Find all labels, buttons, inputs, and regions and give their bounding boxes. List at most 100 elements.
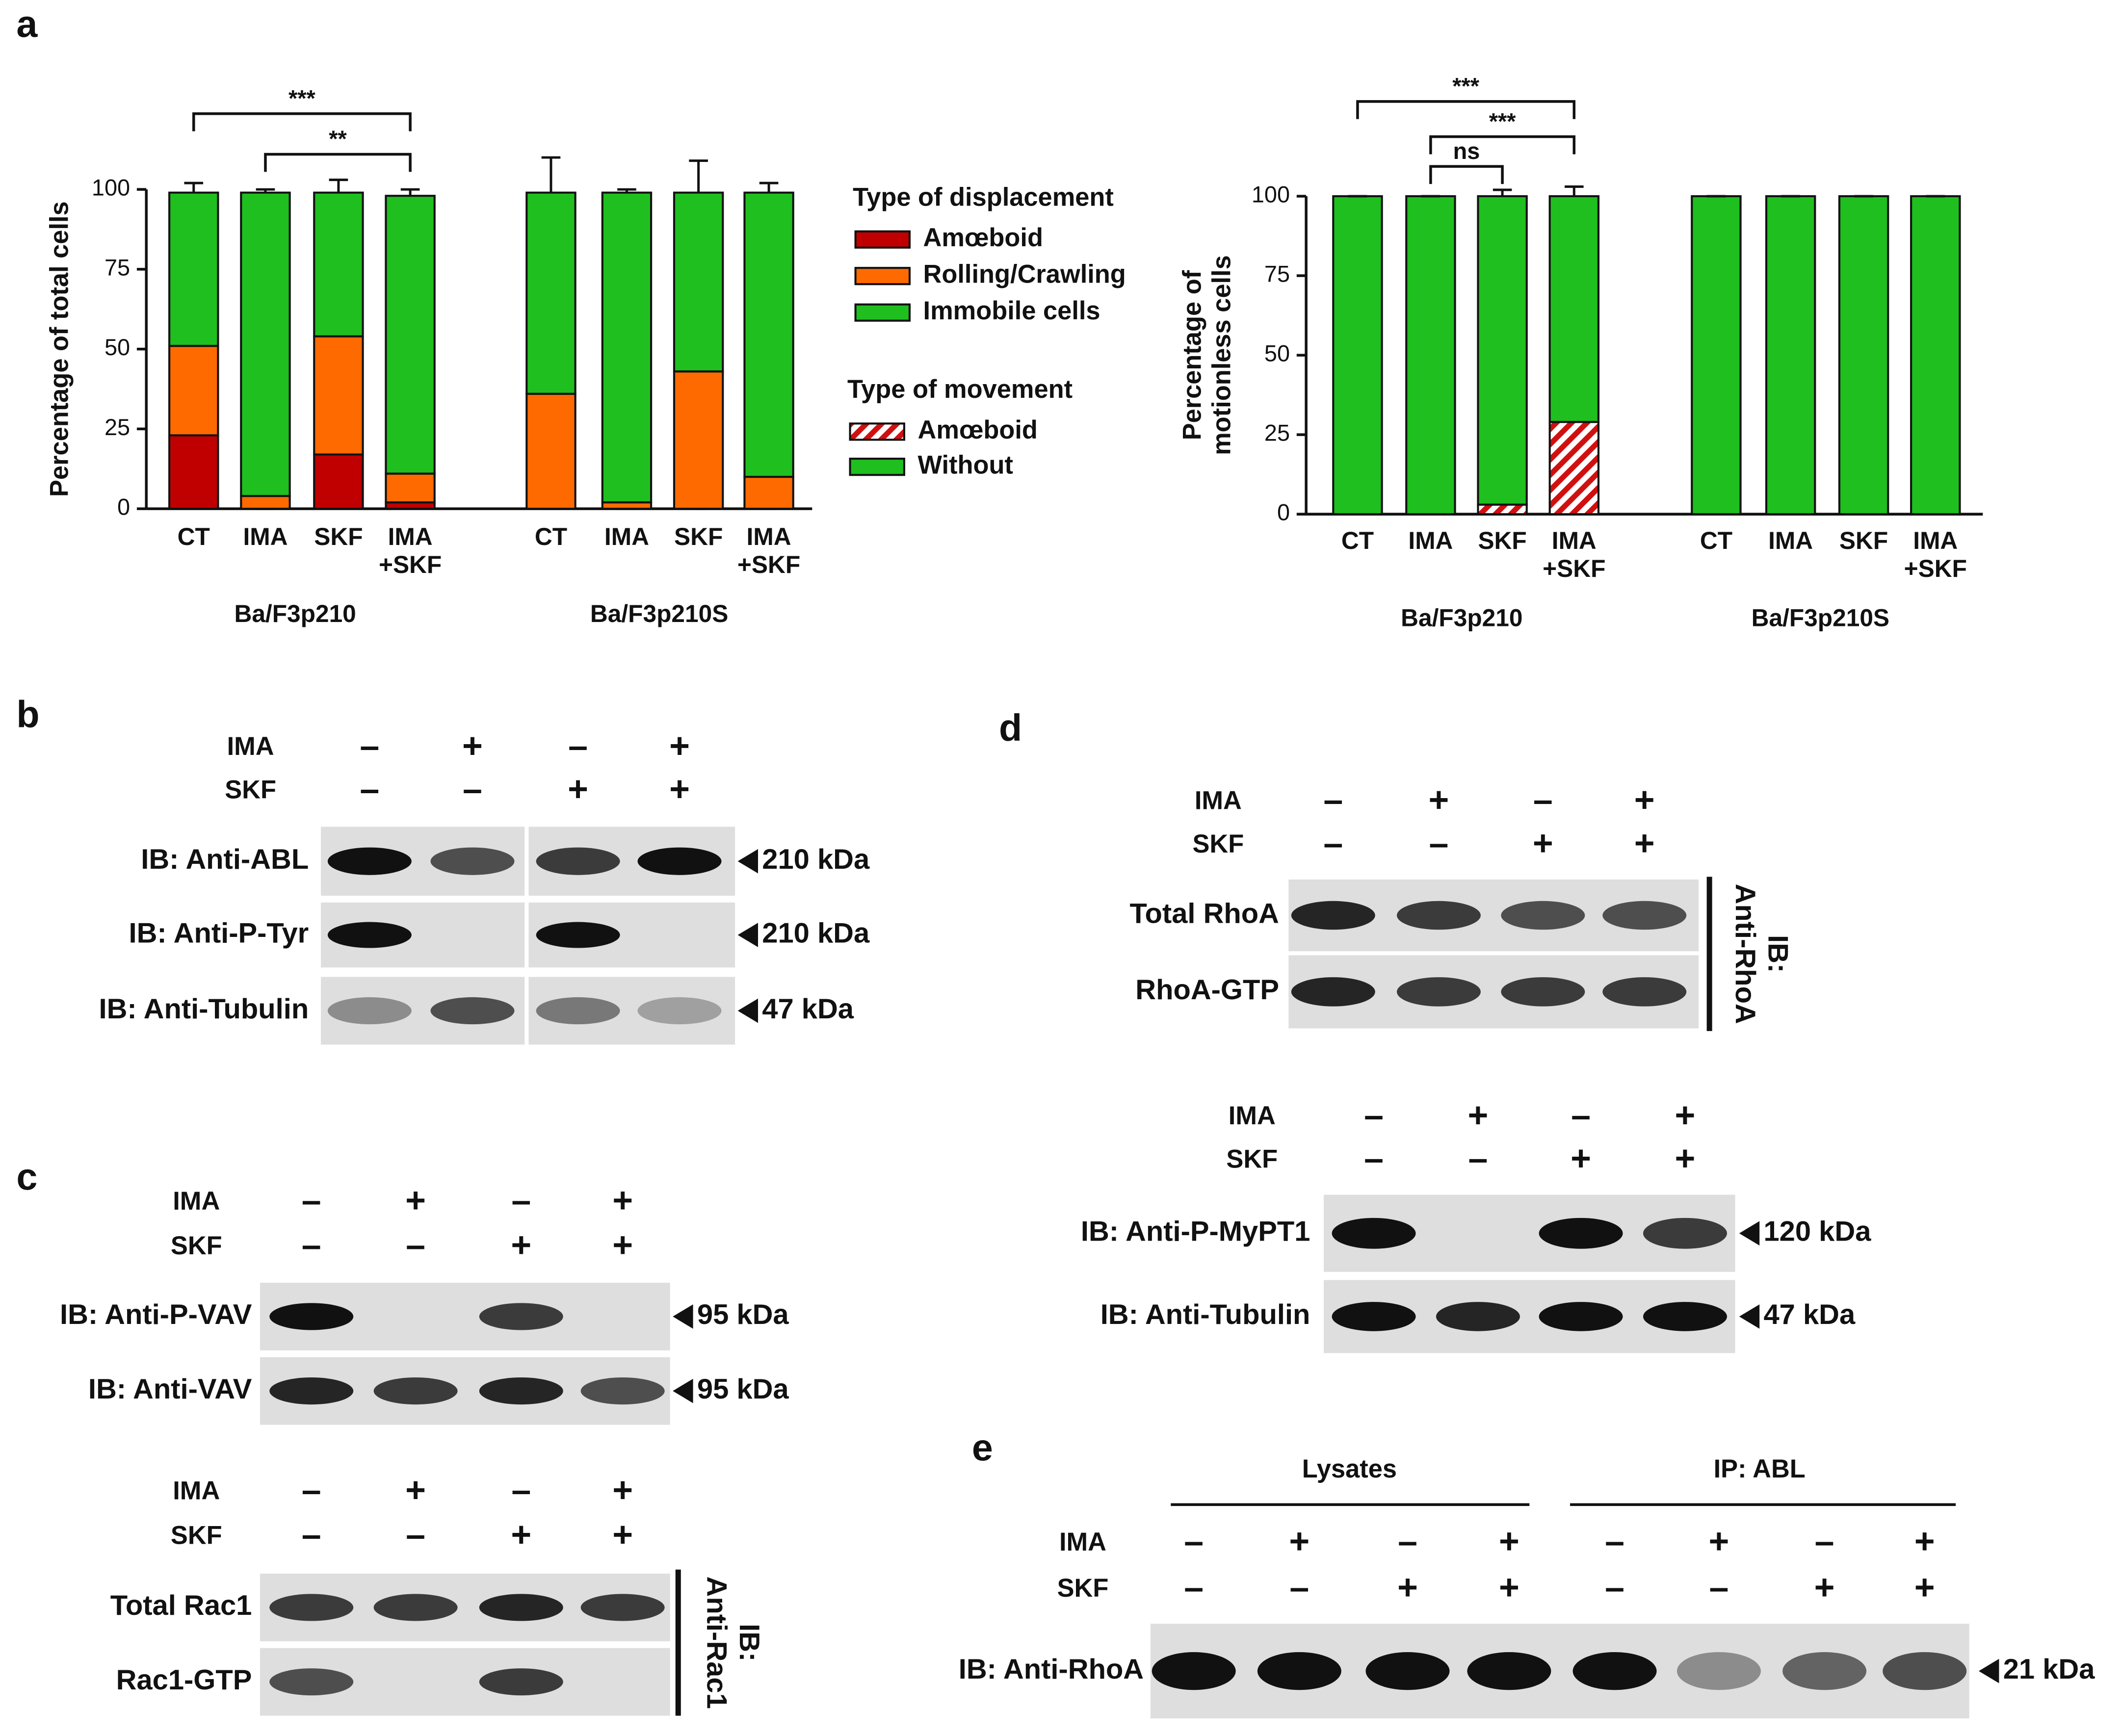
legend-title: Type of movement: [847, 375, 1073, 404]
x-tick-label: CT: [1341, 527, 1374, 554]
treatment-sign: +: [1634, 824, 1655, 863]
error-bar: [400, 188, 420, 196]
side-label: IB:Anti-RhoA: [1729, 884, 1794, 1024]
blot-band: [1332, 1302, 1416, 1331]
y-tick-label: 25: [105, 415, 130, 440]
x-tick-label: IMA: [1768, 527, 1813, 554]
blot-band: [580, 1377, 665, 1405]
blot-band: [1332, 1218, 1416, 1249]
treatment-sign: +: [511, 1225, 531, 1265]
treatment-sign: –: [1184, 1522, 1204, 1561]
blot-band: [269, 1303, 354, 1330]
size-arrow: [737, 998, 759, 1023]
error-bar: [1564, 185, 1584, 196]
treatment-sign: +: [1709, 1522, 1729, 1561]
treatment-sign: +: [1814, 1568, 1835, 1607]
blot-row-label: IB: Anti-ABL: [141, 844, 309, 875]
bar-segment: [1548, 195, 1600, 423]
treatment-label: IMA: [1229, 1102, 1276, 1130]
group-label: Ba/F3p210: [234, 600, 356, 627]
blot-band: [1883, 1652, 1967, 1690]
bar-segment: [168, 434, 219, 510]
bar-segment: [743, 475, 794, 510]
bar-segment: [1477, 195, 1528, 506]
treatment-label: IMA: [173, 1187, 220, 1216]
treatment-sign: –: [511, 1470, 531, 1509]
treatment-sign: –: [1289, 1568, 1309, 1607]
treatment-sign: +: [1571, 1139, 1591, 1178]
blot-band: [1539, 1302, 1623, 1331]
treatment-sign: +: [669, 770, 690, 809]
blot-band: [1257, 1652, 1341, 1690]
size-arrow: [737, 849, 759, 874]
group-label: Ba/F3p210S: [1752, 604, 1889, 631]
blot-band: [1602, 901, 1687, 930]
blot-band: [479, 1668, 563, 1696]
treatment-sign: +: [1289, 1522, 1309, 1561]
treatment-label: SKF: [1057, 1574, 1109, 1603]
error-bar: [541, 156, 561, 193]
treatment-label: SKF: [171, 1232, 222, 1260]
blot-row-label: IB: Anti-P-Tyr: [129, 917, 309, 949]
treatment-label: SKF: [171, 1521, 222, 1550]
blot-band: [269, 1668, 354, 1696]
error-bar: [759, 181, 779, 193]
blot-band: [269, 1377, 354, 1405]
treatment-sign: –: [568, 726, 588, 765]
x-tick-label: IMA +SKF: [379, 523, 442, 578]
treatment-sign: –: [1605, 1568, 1624, 1607]
treatment-sign: –: [1709, 1568, 1729, 1607]
treatment-sign: +: [1499, 1568, 1519, 1607]
blot-row-label: Total RhoA: [1129, 898, 1279, 929]
treatment-label: SKF: [1226, 1145, 1278, 1174]
legend-label: Amœboid: [923, 224, 1043, 252]
y-tick-label: 75: [1264, 261, 1290, 286]
bar-segment: [743, 191, 794, 478]
significance-bracket: [264, 153, 412, 172]
treatment-sign: +: [1397, 1568, 1418, 1607]
size-label: 210 kDa: [762, 844, 870, 875]
legend-swatch: [854, 230, 911, 249]
y-tick-label: 100: [92, 175, 130, 201]
blot-band: [479, 1303, 563, 1330]
treatment-sign: +: [612, 1225, 633, 1265]
treatment-sign: –: [406, 1225, 425, 1265]
size-arrow: [1979, 1658, 1999, 1684]
treatment-sign: +: [1468, 1095, 1489, 1135]
blot-band: [1602, 977, 1687, 1007]
bar-segment: [240, 191, 291, 497]
blot-band: [1643, 1218, 1728, 1249]
significance-label: ***: [288, 86, 315, 111]
panel-label: e: [972, 1426, 993, 1469]
blot-band: [536, 922, 620, 948]
treatment-sign: –: [360, 726, 379, 765]
significance-label: ns: [1453, 138, 1480, 164]
size-label: 120 kDa: [1763, 1216, 1871, 1247]
bar-segment: [1838, 195, 1889, 516]
legend-label: Amœboid: [917, 416, 1037, 444]
blot-band: [479, 1377, 563, 1405]
significance-bracket: [1429, 165, 1504, 184]
blot-band: [580, 1594, 665, 1621]
treatment-sign: –: [1468, 1139, 1488, 1178]
group-label: Ba/F3p210: [1401, 604, 1522, 631]
panel-label: c: [16, 1156, 37, 1198]
blot-band: [1291, 977, 1375, 1007]
size-label: 21 kDa: [2003, 1654, 2095, 1685]
significance-bracket: [1356, 100, 1576, 119]
y-tick-label: 0: [117, 494, 130, 520]
treatment-sign: –: [302, 1181, 321, 1220]
treatment-sign: –: [1815, 1522, 1834, 1561]
treatment-sign: –: [1533, 780, 1553, 820]
bar-segment: [673, 191, 724, 373]
blot-row-label: IB: Anti-Tubulin: [1100, 1299, 1310, 1330]
treatment-sign: –: [360, 770, 379, 809]
treatment-sign: –: [302, 1225, 321, 1265]
blot-band: [1396, 977, 1481, 1007]
size-label: 210 kDa: [762, 917, 870, 949]
treatment-sign: +: [1675, 1139, 1696, 1178]
bar-segment: [1910, 195, 1961, 516]
y-tick-label: 100: [1252, 181, 1290, 207]
treatment-sign: –: [1323, 780, 1343, 820]
